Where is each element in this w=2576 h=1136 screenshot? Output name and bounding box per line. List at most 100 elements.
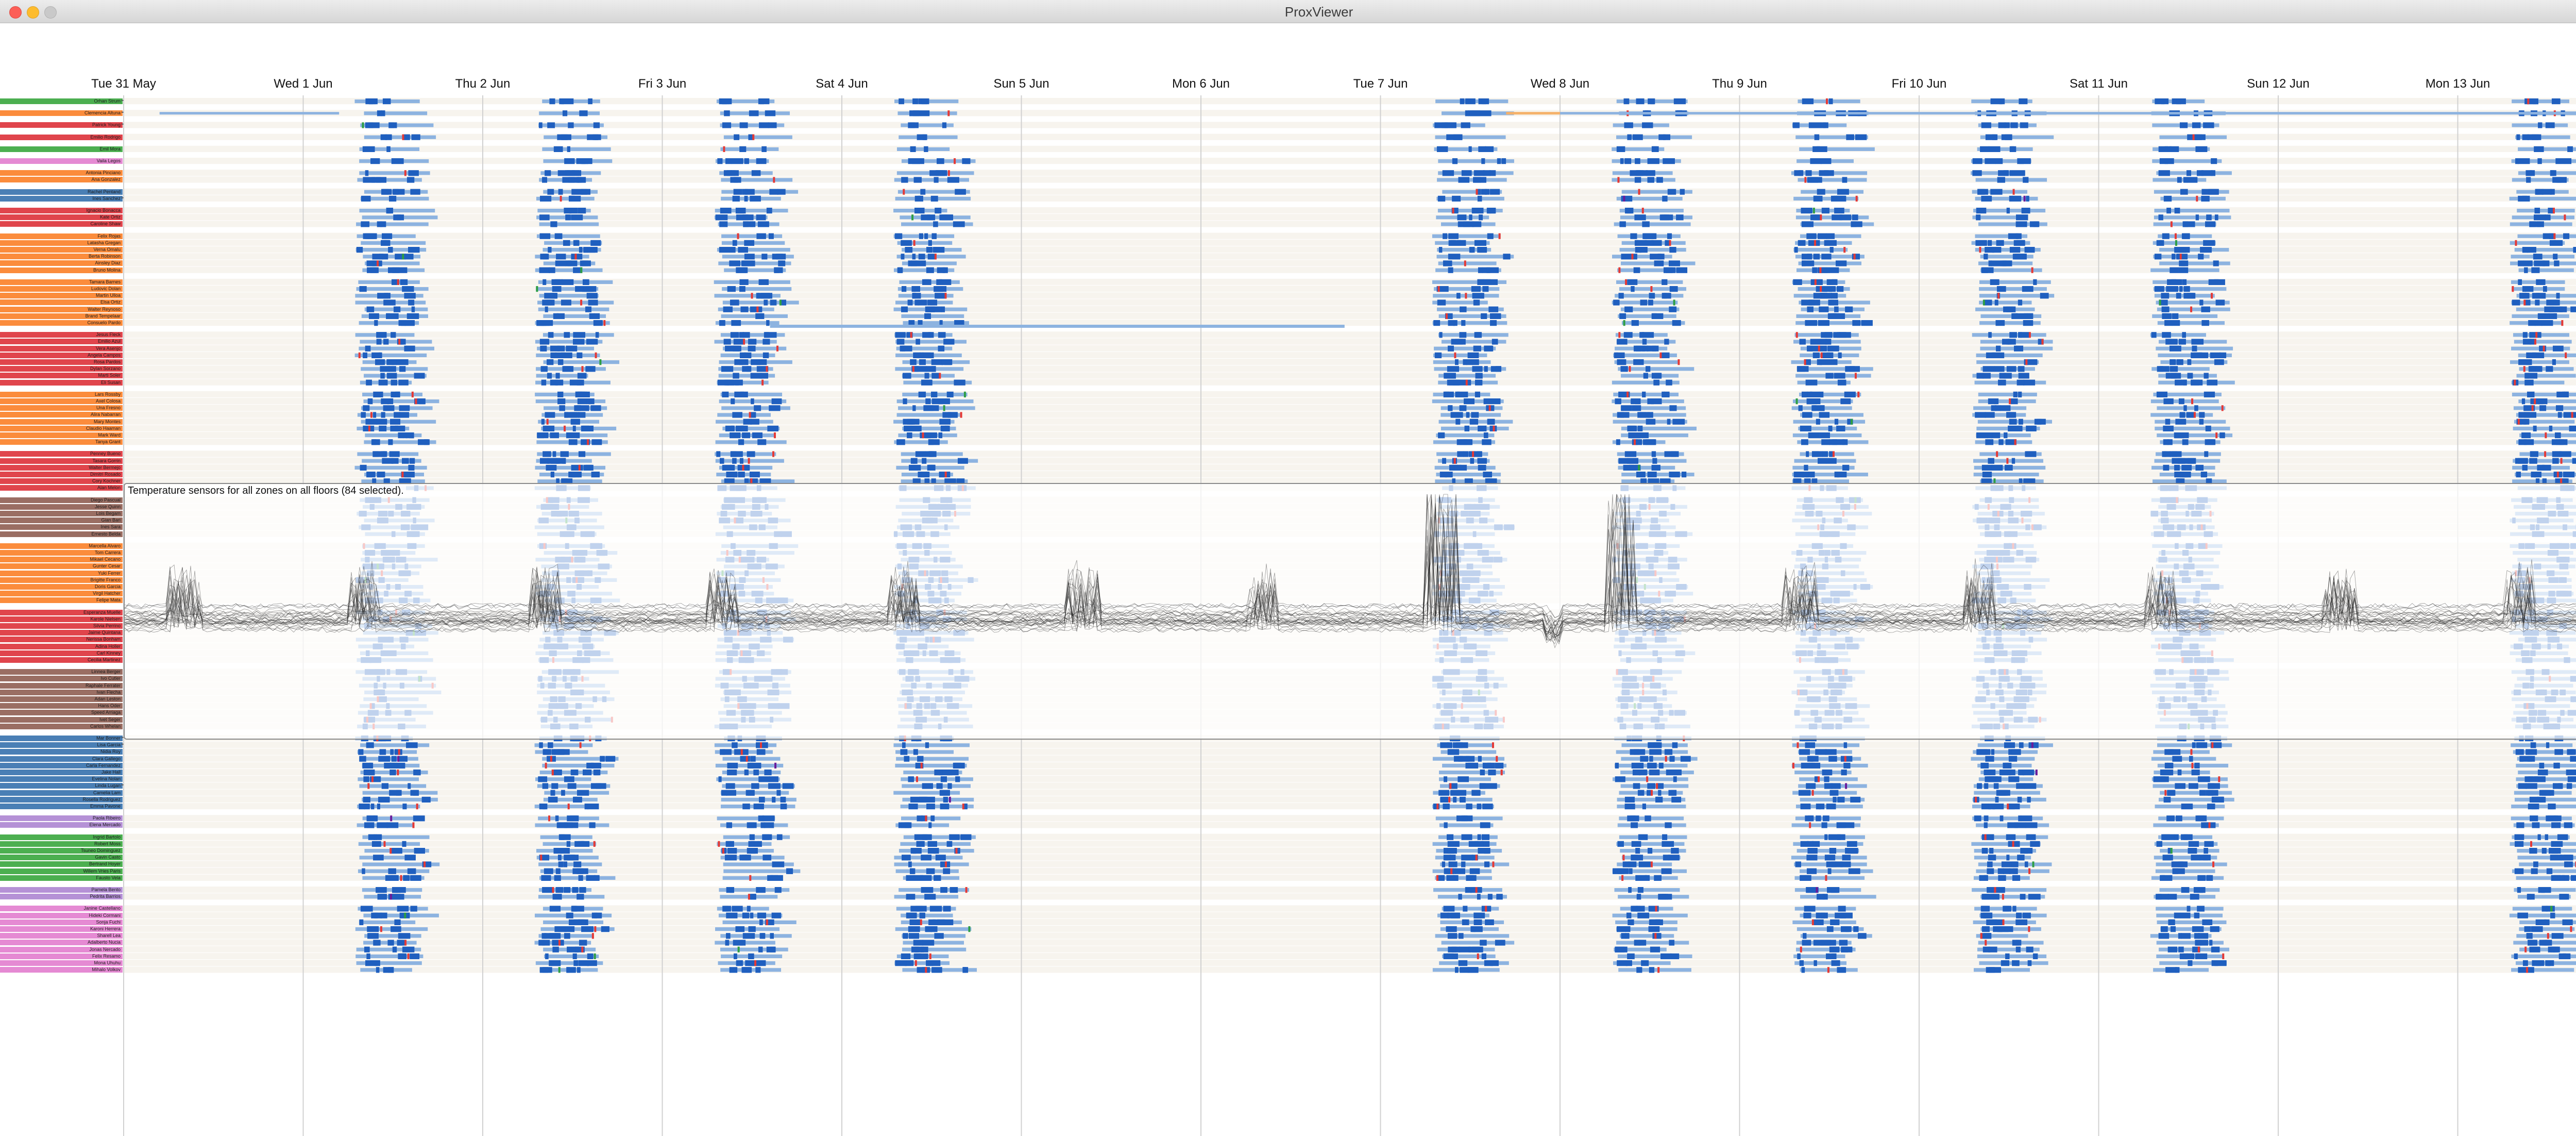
presence-bar xyxy=(900,805,974,809)
presence-segment xyxy=(1987,861,1993,867)
event-marker xyxy=(1638,189,1640,195)
minimize-window-button[interactable] xyxy=(27,6,39,19)
presence-segment xyxy=(1642,439,1655,445)
event-marker xyxy=(2191,398,2194,405)
event-marker xyxy=(1820,214,1822,221)
presence-segment xyxy=(1626,912,1632,918)
event-marker xyxy=(1792,762,1794,769)
presence-segment xyxy=(1983,894,1990,900)
presence-segment xyxy=(582,260,588,266)
presence-segment xyxy=(922,332,934,338)
presence-segment xyxy=(578,208,586,214)
presence-segment xyxy=(1618,391,1630,397)
presence-bar xyxy=(897,190,970,194)
presence-segment xyxy=(571,189,583,195)
presence-bar xyxy=(354,465,427,470)
presence-segment xyxy=(543,279,547,285)
event-marker xyxy=(2190,306,2193,312)
presence-segment xyxy=(397,214,401,221)
presence-segment xyxy=(1437,875,1445,881)
event-marker xyxy=(579,742,582,748)
presence-segment xyxy=(1824,783,1833,789)
event-marker xyxy=(903,189,905,195)
presence-bar xyxy=(2150,399,2219,404)
presence-segment xyxy=(2008,425,2020,431)
presence-segment xyxy=(555,352,566,358)
presence-segment xyxy=(589,822,596,828)
presence-segment xyxy=(2214,359,2224,365)
presence-bar xyxy=(538,895,605,899)
presence-segment xyxy=(2208,783,2220,789)
event-marker xyxy=(1993,478,1996,485)
presence-segment xyxy=(1472,221,1482,227)
presence-segment xyxy=(738,247,748,253)
presence-segment xyxy=(1491,398,1501,405)
presence-bar xyxy=(543,248,601,252)
presence-segment xyxy=(772,861,778,867)
presence-bar xyxy=(539,294,599,298)
presence-bar xyxy=(364,135,436,139)
presence-segment xyxy=(1651,398,1662,405)
presence-segment xyxy=(747,822,755,828)
presence-segment xyxy=(748,790,754,796)
event-marker xyxy=(2002,919,2005,925)
presence-segment xyxy=(1979,875,1987,881)
presence-segment xyxy=(2172,313,2179,319)
presence-segment xyxy=(742,804,750,810)
timeline-view[interactable]: Tue 31 May Wed 1 Jun Thu 2 Jun Fri 3 Jun Sat… xyxy=(0,23,2576,1136)
presence-segment xyxy=(1828,299,1834,306)
event-marker xyxy=(389,848,392,854)
presence-bar xyxy=(714,280,790,284)
presence-segment xyxy=(1981,926,1990,932)
presence-bar xyxy=(1793,399,1853,404)
presence-segment xyxy=(1995,405,2001,411)
presence-segment xyxy=(2024,247,2035,253)
presence-bar xyxy=(1794,961,1847,965)
close-window-button[interactable] xyxy=(9,6,22,19)
presence-segment xyxy=(2195,464,2204,471)
event-marker xyxy=(1631,254,1634,260)
event-marker xyxy=(398,339,401,345)
presence-bar xyxy=(1975,178,2047,182)
event-marker xyxy=(358,352,361,358)
event-marker xyxy=(2221,405,2224,411)
window-titlebar[interactable]: ProxViewer xyxy=(0,0,2576,23)
presence-segment xyxy=(539,267,550,273)
presence-segment xyxy=(388,267,396,273)
presence-segment xyxy=(744,254,755,260)
presence-segment xyxy=(937,267,945,273)
presence-bar xyxy=(1980,479,2044,483)
row-band xyxy=(124,176,2576,183)
presence-segment xyxy=(1810,391,1820,397)
presence-bar xyxy=(721,234,783,238)
presence-segment xyxy=(734,359,743,365)
event-marker xyxy=(2028,868,2031,874)
presence-segment xyxy=(2154,776,2163,782)
presence-segment xyxy=(1484,861,1490,867)
presence-segment xyxy=(778,861,785,867)
presence-segment xyxy=(939,419,951,425)
event-marker xyxy=(377,260,379,266)
presence-segment xyxy=(2015,946,2021,953)
presence-segment xyxy=(917,134,926,140)
presence-segment xyxy=(2205,425,2211,431)
presence-bar xyxy=(893,268,955,272)
presence-segment xyxy=(561,279,574,285)
event-marker xyxy=(1996,451,1998,457)
maximize-window-button[interactable] xyxy=(44,6,57,19)
presence-segment xyxy=(1829,299,1838,306)
presence-segment xyxy=(1975,412,1986,418)
presence-segment xyxy=(1503,254,1511,260)
presence-segment xyxy=(1805,815,1814,822)
presence-segment xyxy=(2012,906,2016,912)
presence-bar xyxy=(534,743,593,747)
presence-segment xyxy=(2005,953,2010,959)
presence-segment xyxy=(2182,279,2187,285)
presence-bar xyxy=(2157,433,2233,438)
presence-segment xyxy=(1994,299,1998,306)
presence-segment xyxy=(1821,822,1827,828)
event-marker xyxy=(2041,339,2044,345)
presence-segment xyxy=(913,749,918,755)
presence-segment xyxy=(402,804,407,810)
presence-bar xyxy=(1977,947,2040,951)
